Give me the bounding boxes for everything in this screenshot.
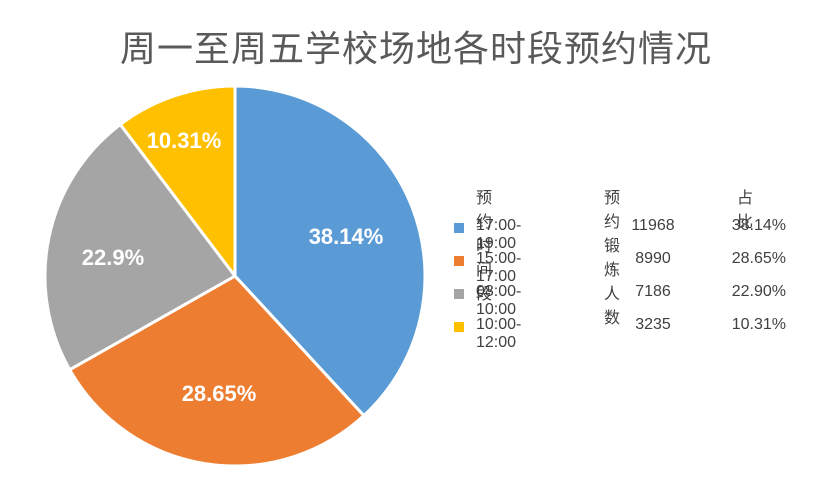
- legend-swatch-orange: [454, 256, 464, 266]
- legend-count: 3235: [635, 316, 671, 333]
- pie-labels: 38.14% 28.65% 22.9% 10.31%: [82, 128, 384, 406]
- legend-swatch-yellow: [454, 322, 464, 332]
- pie-slices: [43, 84, 427, 468]
- legend-period: 17:00-19:00: [476, 217, 522, 252]
- legend-period: 15:00-17:00: [476, 250, 522, 285]
- pie-slice: [118, 84, 237, 281]
- legend-share: 10.31%: [731, 316, 786, 333]
- slice-label-08-10: 22.9%: [82, 245, 144, 270]
- legend-share: 38.14%: [731, 217, 786, 234]
- legend-swatch-blue: [454, 223, 464, 233]
- legend-share: 28.65%: [731, 250, 786, 267]
- slice-label-10-12: 10.31%: [147, 128, 222, 153]
- legend-count: 8990: [635, 250, 671, 267]
- slice-label-15-17: 28.65%: [182, 381, 257, 406]
- chart-title: 周一至周五学校场地各时段预约情况: [119, 29, 712, 70]
- pie-slice: [233, 84, 427, 418]
- slice-label-17-19: 38.14%: [309, 224, 384, 249]
- pie-slice: [67, 274, 366, 468]
- legend-period: 08:00-10:00: [476, 283, 522, 318]
- pie-slice: [43, 122, 238, 372]
- legend-count: 7186: [635, 283, 671, 300]
- legend-share: 22.90%: [731, 283, 786, 300]
- legend-header-period: 预约时间段: [476, 190, 493, 303]
- legend-period: 10:00-12:00: [476, 316, 522, 351]
- legend-header-count: 预约锻炼人数: [604, 190, 621, 327]
- legend-count: 11968: [631, 217, 675, 234]
- legend-swatch-gray: [454, 289, 464, 299]
- legend-header-share: 占比: [737, 190, 754, 231]
